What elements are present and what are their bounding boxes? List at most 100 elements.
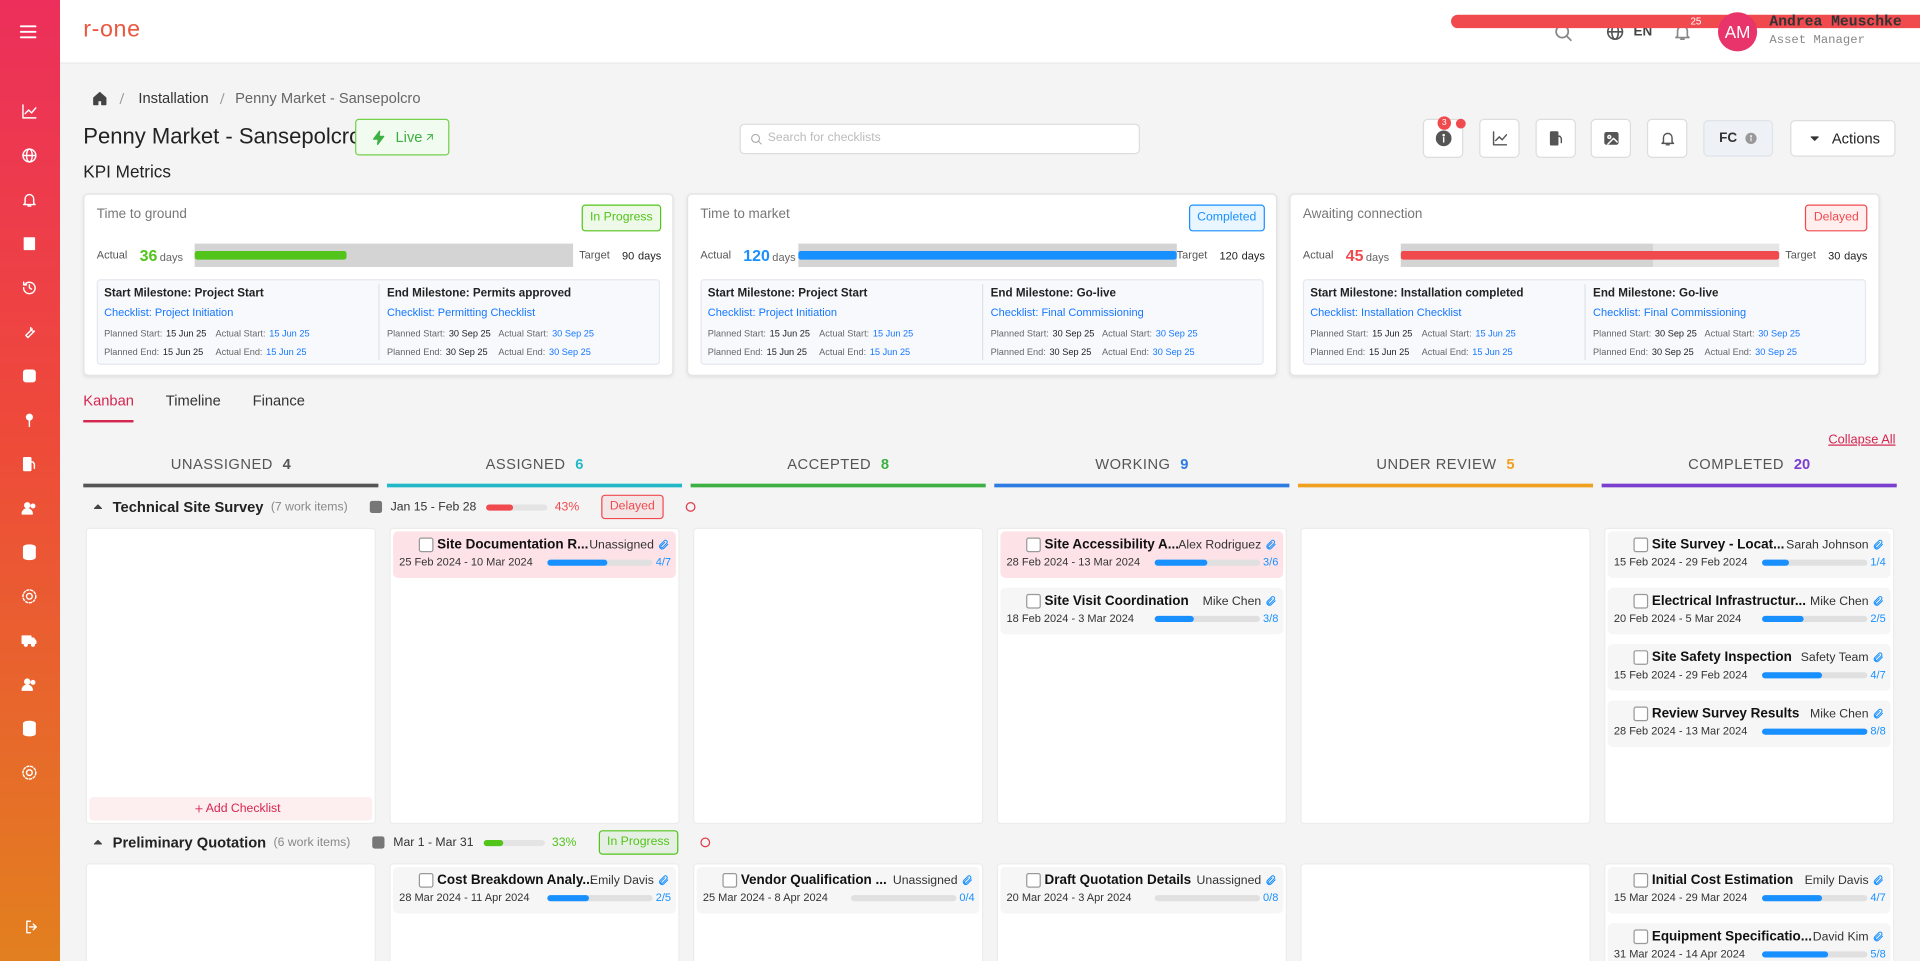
attachment-icon-part <box>1873 652 1883 663</box>
date-label: Actual End: <box>1704 345 1752 357</box>
nav-icon-part <box>22 369 36 383</box>
date-value: 30 Sep 25 <box>1755 345 1798 357</box>
task-card[interactable] <box>1607 700 1891 747</box>
task-progress-track <box>1762 615 1868 623</box>
attachment-icon <box>659 539 669 550</box>
date-value: 15 Jun 25 <box>269 327 310 339</box>
task-dates: 25 Mar 2024 - 8 Apr 2024 <box>702 891 828 904</box>
toolbar-icon-part <box>1603 131 1618 145</box>
date-value: 15 Jun 25 <box>1369 345 1410 357</box>
task-checkbox[interactable] <box>1633 650 1649 665</box>
actual-value: 120 <box>743 245 770 264</box>
fc-label: FC <box>1719 131 1738 146</box>
task-checkbox[interactable] <box>722 873 738 888</box>
task-checkbox[interactable] <box>1633 873 1649 888</box>
date-value: 15 Jun 25 <box>1472 345 1513 357</box>
nav-icon-part <box>23 237 36 251</box>
planned-date: Planned End: 15 Jun 25 <box>1310 342 1409 362</box>
task-card[interactable] <box>1000 866 1284 914</box>
nav-icon <box>22 193 36 207</box>
home-icon <box>92 91 106 105</box>
toolbar-icon-part <box>1492 131 1507 146</box>
column-panel <box>1300 527 1591 825</box>
task-card[interactable] <box>1607 866 1891 914</box>
task-title: Initial Cost Estimation <box>1651 873 1794 888</box>
actual-value: 45 <box>1345 245 1364 264</box>
task-card[interactable] <box>1607 644 1891 691</box>
task-card[interactable] <box>1000 531 1284 578</box>
task-card[interactable] <box>393 866 676 914</box>
column-underline <box>83 483 379 488</box>
task-checkbox[interactable] <box>1633 706 1649 722</box>
nav-icon <box>22 281 36 295</box>
nav-icon-part <box>28 284 33 290</box>
task-dates: 31 Mar 2024 - 14 Apr 2024 <box>1613 947 1745 960</box>
no-entry-icon <box>700 837 711 848</box>
toolbar-button[interactable] <box>1590 118 1632 158</box>
nav-icon-part <box>30 503 36 509</box>
add-checklist[interactable] <box>89 797 373 821</box>
milestone-checklist[interactable]: Checklist: Installation Checklist <box>1310 306 1462 319</box>
milestone-checklist[interactable]: Checklist: Project Initiation <box>104 306 234 319</box>
task-checkbox[interactable] <box>1026 593 1041 609</box>
task-card[interactable] <box>1607 587 1891 635</box>
bolt-icon <box>372 129 384 145</box>
actions-button[interactable] <box>1790 120 1896 157</box>
toolbar-button[interactable] <box>1535 118 1576 158</box>
task-checkbox[interactable] <box>418 873 434 888</box>
search-box[interactable] <box>739 123 1140 155</box>
column-count: 5 <box>1506 455 1515 473</box>
attachment-icon <box>1873 931 1883 942</box>
task-card[interactable] <box>1000 587 1284 635</box>
task-card[interactable] <box>393 531 676 578</box>
task-checkbox[interactable] <box>418 537 434 553</box>
task-checkbox[interactable] <box>1633 593 1649 609</box>
collapse-icon-part <box>93 839 103 845</box>
no-entry-icon <box>685 502 696 512</box>
nav-icon <box>25 326 36 339</box>
nav-icon <box>21 635 37 647</box>
tab[interactable]: Kanban <box>83 389 134 423</box>
task-card[interactable] <box>1607 531 1891 578</box>
bolt-icon-part <box>372 129 384 145</box>
task-title: Review Survey Results <box>1651 706 1800 722</box>
task-checkbox[interactable] <box>1633 929 1649 945</box>
kpi-name: Time to ground <box>96 206 187 222</box>
toolbar-icon <box>1549 131 1562 146</box>
milestone-checklist[interactable]: Checklist: Permitting Checklist <box>386 306 536 319</box>
target-unit: days <box>637 249 662 263</box>
milestone-checklist[interactable]: Checklist: Project Initiation <box>707 306 837 319</box>
caret-icon <box>1810 136 1819 141</box>
attachment-icon <box>659 875 669 885</box>
date-value: 15 Jun 25 <box>869 345 911 357</box>
breadcrumb[interactable]: Installation <box>138 89 209 107</box>
date-label: Actual Start: <box>1102 327 1153 339</box>
task-title: Site Documentation R... <box>437 537 589 553</box>
collapse-all[interactable]: Collapse All <box>1828 432 1896 447</box>
toolbar-button[interactable] <box>1646 118 1688 158</box>
toolbar-icon <box>1660 132 1674 146</box>
task-checkbox[interactable] <box>1026 537 1041 553</box>
search-placeholder: Search for checklists <box>767 131 881 145</box>
column-panel <box>1300 863 1591 961</box>
milestone-checklist[interactable]: Checklist: Final Commissioning <box>990 306 1144 319</box>
target-unit: days <box>1241 249 1265 263</box>
planned-date: Planned End: 15 Jun 25 <box>708 342 807 362</box>
attachment-icon-part <box>1266 875 1276 885</box>
task-checkbox[interactable] <box>1026 873 1041 888</box>
tab[interactable]: Timeline <box>165 391 221 409</box>
task-dates: 20 Feb 2024 - 5 Mar 2024 <box>1613 612 1742 625</box>
search-icon-part <box>750 133 760 143</box>
kpi-target: Target 90 days <box>579 245 661 265</box>
task-progress-track <box>1762 559 1868 566</box>
milestone-title: Start Milestone: Project Start <box>104 286 264 300</box>
milestone-checklist[interactable]: Checklist: Final Commissioning <box>1593 306 1747 319</box>
target-label: Target <box>1176 248 1208 261</box>
nav-icon-part <box>24 678 31 685</box>
task-checkbox[interactable] <box>1633 537 1649 553</box>
nav-icon <box>22 720 36 737</box>
task-card[interactable] <box>696 866 980 914</box>
fc-button[interactable] <box>1703 120 1774 157</box>
tab[interactable]: Finance <box>252 391 305 409</box>
column-underline <box>1297 483 1594 488</box>
